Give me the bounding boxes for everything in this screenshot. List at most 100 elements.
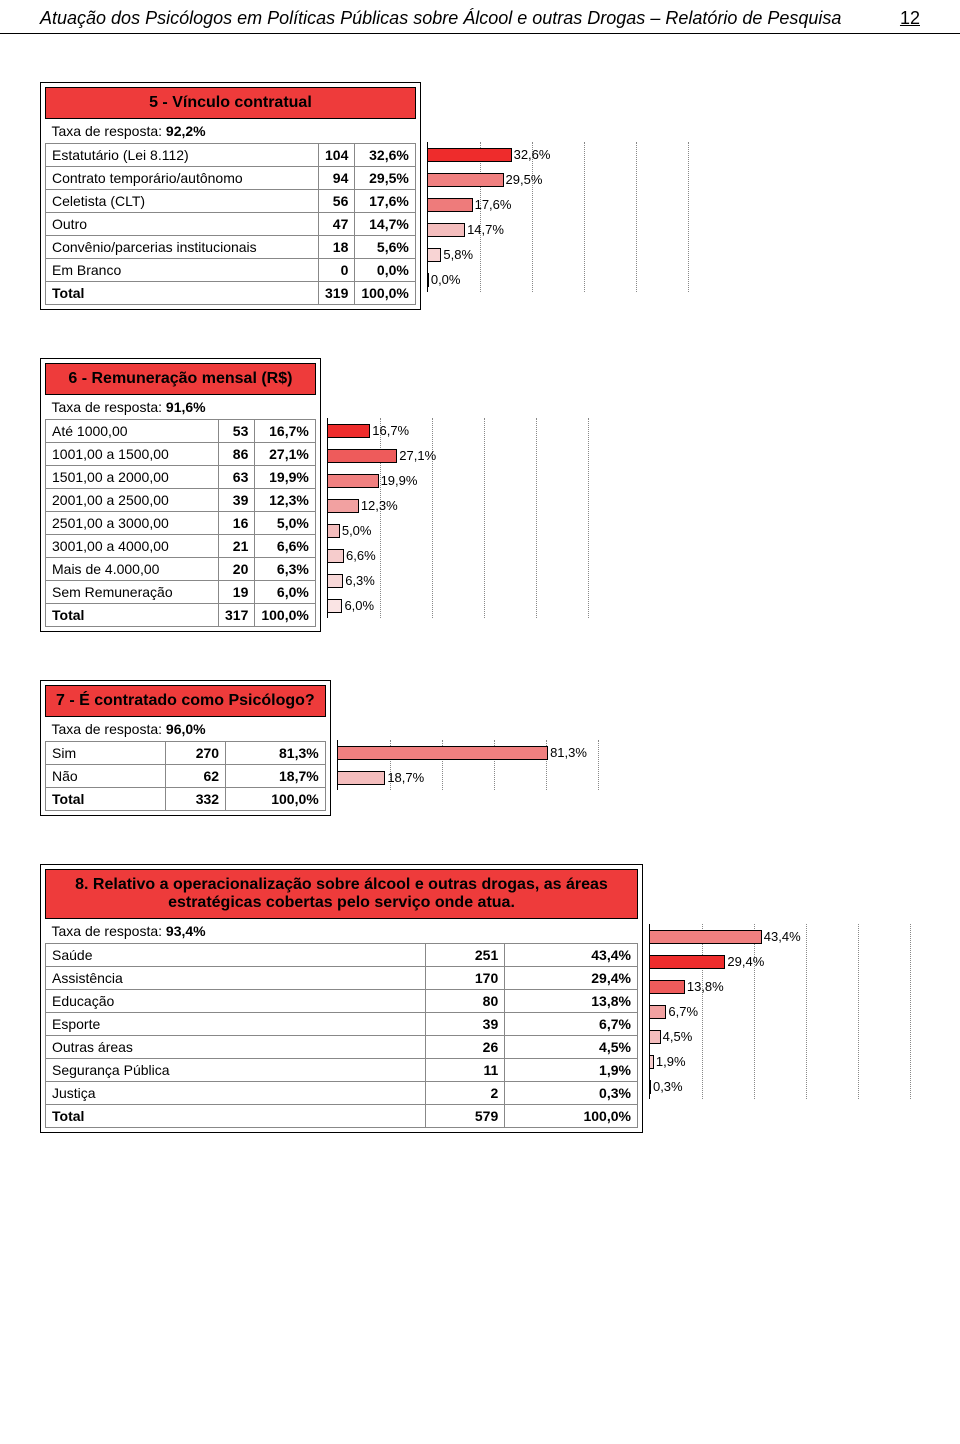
bar: [649, 980, 685, 994]
survey-q8: 8. Relativo a operacionalização sobre ál…: [40, 864, 920, 1133]
row-label: 2501,00 a 3000,00: [46, 512, 219, 535]
row-pct: 27,1%: [255, 443, 315, 466]
row-label: 2001,00 a 2500,00: [46, 489, 219, 512]
chart-row: 29,4%: [649, 949, 920, 974]
table-row: Outras áreas264,5%: [46, 1036, 638, 1059]
bar-label: 5,8%: [443, 247, 473, 262]
bar: [427, 248, 442, 262]
response-rate: Taxa de resposta: 92,2%: [46, 119, 416, 144]
bar-label: 6,6%: [346, 548, 376, 563]
row-count: 39: [219, 489, 255, 512]
survey-q7: 7 - É contratado como Psicólogo?Taxa de …: [40, 680, 920, 816]
total-count: 317: [219, 604, 255, 627]
bar: [427, 273, 429, 287]
row-pct: 4,5%: [505, 1036, 638, 1059]
table-row: Segurança Pública111,9%: [46, 1059, 638, 1082]
table-row: Até 1000,005316,7%: [46, 420, 316, 443]
row-pct: 5,0%: [255, 512, 315, 535]
chart-rows: 32,6%29,5%17,6%14,7%5,8%0,0%: [427, 142, 757, 292]
row-label: Esporte: [46, 1013, 426, 1036]
bar: [649, 930, 762, 944]
bar: [427, 173, 504, 187]
bar: [327, 599, 343, 613]
bar-chart: 43,4%29,4%13,8%6,7%4,5%1,9%0,3%: [649, 864, 920, 1099]
row-count: 170: [425, 967, 505, 990]
table-row: 1501,00 a 2000,006319,9%: [46, 466, 316, 489]
row-label: Não: [46, 765, 166, 788]
row-count: 19: [219, 581, 255, 604]
table-wrap: 5 - Vínculo contratualTaxa de resposta: …: [40, 82, 421, 310]
table-row: Não6218,7%: [46, 765, 326, 788]
response-rate: Taxa de resposta: 93,4%: [46, 919, 638, 944]
row-label: Outro: [46, 213, 319, 236]
total-label: Total: [46, 604, 219, 627]
row-count: 53: [219, 420, 255, 443]
row-count: 270: [166, 742, 226, 765]
row-label: Saúde: [46, 944, 426, 967]
bar: [327, 549, 344, 563]
question-title: 7 - É contratado como Psicólogo?: [46, 686, 326, 717]
row-label: 3001,00 a 4000,00: [46, 535, 219, 558]
bar: [649, 1080, 651, 1094]
row-count: 80: [425, 990, 505, 1013]
survey-block-q7: 7 - É contratado como Psicólogo?Taxa de …: [40, 680, 920, 816]
row-pct: 29,4%: [505, 967, 638, 990]
response-rate: Taxa de resposta: 91,6%: [46, 395, 316, 420]
row-count: 56: [319, 190, 355, 213]
chart-row: 6,7%: [649, 999, 920, 1024]
bar: [649, 1055, 654, 1069]
row-label: Em Branco: [46, 259, 319, 282]
row-count: 11: [425, 1059, 505, 1082]
bar-label: 81,3%: [550, 745, 587, 760]
chart-row: 27,1%: [327, 443, 657, 468]
table-row: Estatutário (Lei 8.112)10432,6%: [46, 144, 416, 167]
table-row: Assistência17029,4%: [46, 967, 638, 990]
bar-label: 5,0%: [342, 523, 372, 538]
bar-label: 14,7%: [467, 222, 504, 237]
chart-row: 19,9%: [327, 468, 657, 493]
chart-row: 0,3%: [649, 1074, 920, 1099]
bar: [327, 424, 370, 438]
bar: [337, 771, 386, 785]
total-pct: 100,0%: [226, 788, 326, 811]
bar-label: 6,0%: [344, 598, 374, 613]
row-count: 21: [219, 535, 255, 558]
bar-label: 12,3%: [361, 498, 398, 513]
row-pct: 0,0%: [355, 259, 415, 282]
bar-chart: 16,7%27,1%19,9%12,3%5,0%6,6%6,3%6,0%: [327, 358, 657, 618]
bar-chart: 81,3% 18,7%: [337, 680, 667, 790]
row-count: 94: [319, 167, 355, 190]
row-pct: 43,4%: [505, 944, 638, 967]
page-header: Atuação dos Psicólogos em Políticas Públ…: [0, 0, 960, 34]
bar: [337, 746, 548, 760]
table-total-row: Total317100,0%: [46, 604, 316, 627]
row-count: 63: [219, 466, 255, 489]
bar-label: 6,7%: [668, 1004, 698, 1019]
bar-label: 0,3%: [653, 1079, 683, 1094]
total-count: 332: [166, 788, 226, 811]
row-pct: 29,5%: [355, 167, 415, 190]
bar-label: 18,7%: [387, 770, 424, 785]
bar: [427, 198, 473, 212]
table-row: Sim27081,3%: [46, 742, 326, 765]
bar-label: 32,6%: [514, 147, 551, 162]
row-pct: 14,7%: [355, 213, 415, 236]
chart-row: 6,0%: [327, 593, 657, 618]
response-rate-value: 91,6%: [166, 399, 206, 415]
chart-row: 81,3%: [337, 740, 667, 765]
row-count: 20: [219, 558, 255, 581]
table-row: Sem Remuneração196,0%: [46, 581, 316, 604]
row-pct: 0,3%: [505, 1082, 638, 1105]
table-wrap: 8. Relativo a operacionalização sobre ál…: [40, 864, 643, 1133]
survey-q6: 6 - Remuneração mensal (R$)Taxa de respo…: [40, 358, 920, 632]
bar: [649, 1030, 661, 1044]
table-total-row: Total332100,0%: [46, 788, 326, 811]
question-title: 8. Relativo a operacionalização sobre ál…: [46, 870, 638, 919]
row-pct: 12,3%: [255, 489, 315, 512]
question-title: 6 - Remuneração mensal (R$): [46, 364, 316, 395]
table-total-row: Total579100,0%: [46, 1105, 638, 1128]
data-table: 7 - É contratado como Psicólogo?Taxa de …: [45, 685, 326, 811]
chart-rows: 43,4%29,4%13,8%6,7%4,5%1,9%0,3%: [649, 924, 920, 1099]
table-row: Mais de 4.000,00206,3%: [46, 558, 316, 581]
chart-rows: 81,3% 18,7%: [337, 740, 667, 790]
